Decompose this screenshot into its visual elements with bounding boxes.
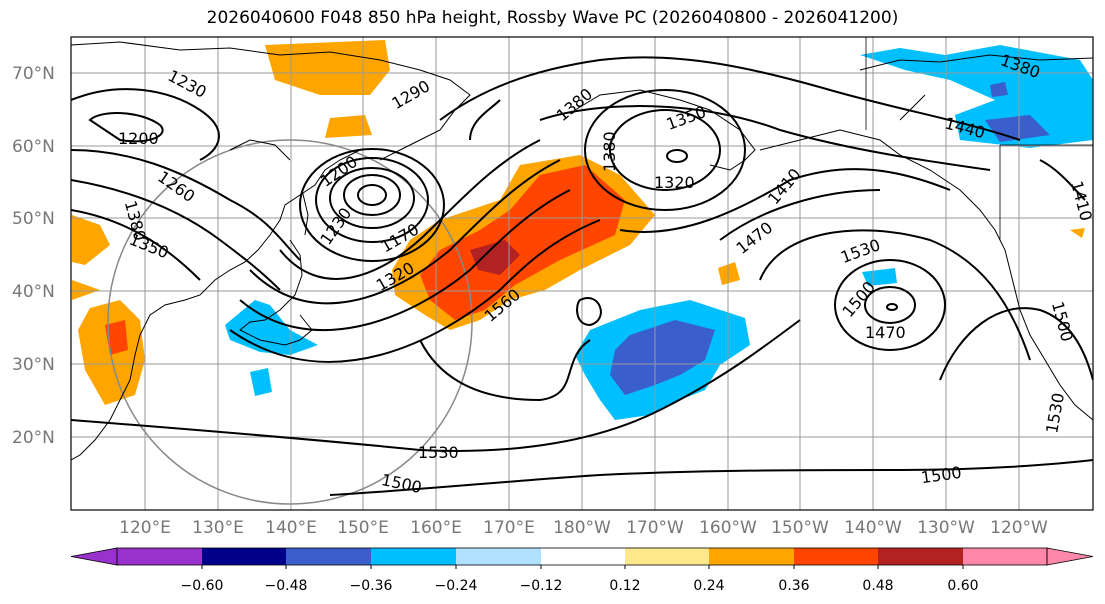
colorbar-segment bbox=[371, 548, 456, 565]
lon-label: 180°W bbox=[553, 518, 611, 538]
colorbar-tick-label: −0.24 bbox=[435, 578, 478, 594]
svg-text:1200: 1200 bbox=[118, 129, 159, 148]
lon-label: 160°W bbox=[699, 518, 757, 538]
colorbar-outline bbox=[116, 547, 1048, 566]
height-contours bbox=[71, 56, 1093, 496]
longitude-labels: 120°E 130°E 140°E 150°E 160°E 170°E 180°… bbox=[119, 518, 1048, 538]
latitude-labels: 70°N 60°N 50°N 40°N 30°N 20°N bbox=[12, 64, 55, 448]
lon-label: 170°E bbox=[483, 518, 535, 538]
colorbar-segment bbox=[456, 548, 541, 565]
lon-label: 150°E bbox=[337, 518, 389, 538]
colorbar-tick-label: 0.36 bbox=[778, 578, 809, 594]
colorbar-tick-label: −0.36 bbox=[350, 578, 393, 594]
colorbar-tick-label: −0.48 bbox=[265, 578, 308, 594]
lon-label: 120°W bbox=[990, 518, 1048, 538]
lat-label-60: 60°N bbox=[12, 137, 55, 157]
colorbar-segment bbox=[117, 548, 202, 565]
colorbar-segment bbox=[878, 548, 963, 565]
map-title: 2026040600 F048 850 hPa height, Rossby W… bbox=[206, 8, 899, 28]
lon-label: 140°E bbox=[265, 518, 317, 538]
lon-label: 160°E bbox=[410, 518, 462, 538]
lat-label-20: 20°N bbox=[12, 428, 55, 448]
lon-label: 150°W bbox=[771, 518, 829, 538]
colorbar-tick-label: 0.60 bbox=[947, 578, 978, 594]
lon-label: 130°E bbox=[192, 518, 244, 538]
colorbar-extend-right bbox=[1046, 547, 1094, 566]
svg-text:1380: 1380 bbox=[600, 131, 619, 172]
svg-text:1320: 1320 bbox=[654, 173, 695, 192]
colorbar: −0.60 −0.48 −0.36 −0.24 −0.12 0.12 0.24 0.36 0.4… bbox=[70, 547, 1094, 594]
lon-label: 170°W bbox=[626, 518, 684, 538]
colorbar-tick-label: 0.24 bbox=[693, 578, 724, 594]
lon-label: 120°E bbox=[119, 518, 171, 538]
map-frame bbox=[70, 36, 1094, 511]
lon-label: 130°W bbox=[917, 518, 975, 538]
colorbar-extend-left bbox=[70, 547, 118, 566]
borders bbox=[865, 37, 1093, 240]
colorbar-segment bbox=[625, 548, 709, 565]
lat-label-40: 40°N bbox=[12, 282, 55, 302]
svg-text:1470: 1470 bbox=[865, 323, 906, 342]
colorbar-tick-label: 0.12 bbox=[609, 578, 640, 594]
colorbar-segment bbox=[286, 548, 371, 565]
lat-label-70: 70°N bbox=[12, 64, 55, 84]
colorbar-segment bbox=[541, 548, 625, 565]
colorbar-tick-label: −0.12 bbox=[520, 578, 563, 594]
colorbar-segment bbox=[963, 548, 1047, 565]
lat-label-30: 30°N bbox=[12, 355, 55, 375]
colorbar-segment bbox=[709, 548, 794, 565]
lat-label-50: 50°N bbox=[12, 209, 55, 229]
colorbar-segment bbox=[794, 548, 878, 565]
colorbar-tick-label: 0.48 bbox=[862, 578, 893, 594]
reference-circle bbox=[107, 139, 473, 505]
colorbar-tick-label: −0.60 bbox=[181, 578, 224, 594]
colorbar-segment bbox=[202, 548, 286, 565]
svg-text:1530: 1530 bbox=[418, 443, 459, 462]
lon-label: 140°W bbox=[844, 518, 902, 538]
